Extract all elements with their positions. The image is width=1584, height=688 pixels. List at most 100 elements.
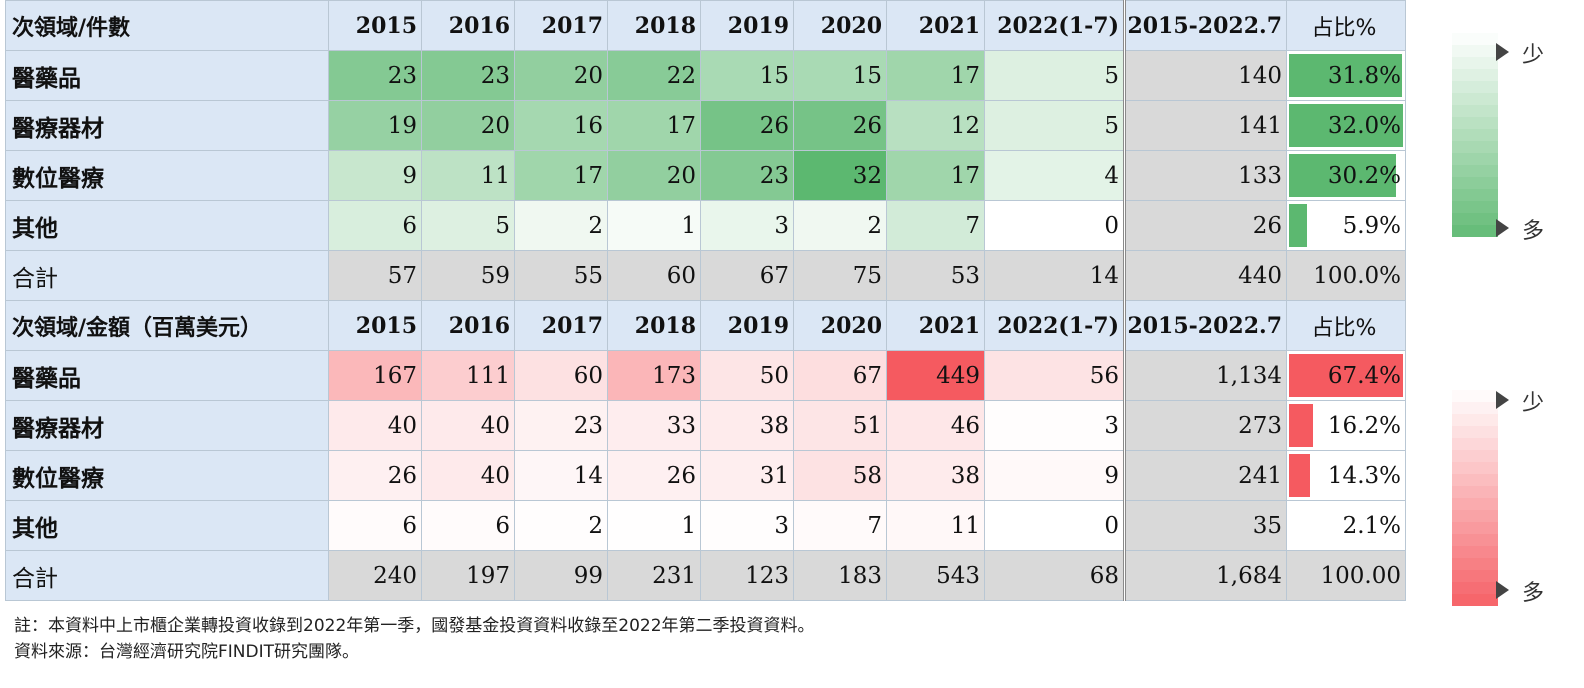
scale-step (1452, 189, 1498, 201)
sum-cell: 231 (607, 550, 701, 601)
value-cell: 40 (421, 450, 515, 501)
notes: 註：本資料中上市櫃企業轉投資收錄到2022年第一季，國發基金投資資料收錄至202… (14, 613, 815, 665)
percent-cell: 32.0% (1286, 100, 1406, 151)
sum-cell: 55 (514, 250, 608, 301)
scale-step (1452, 522, 1498, 534)
column-header: 2019 (700, 300, 794, 351)
column-header: 2018 (607, 0, 701, 51)
percent-label: 2.1% (1342, 512, 1401, 539)
value-cell: 31 (700, 450, 794, 501)
column-header: 2016 (421, 0, 515, 51)
scale-step (1452, 81, 1498, 93)
scale-step (1452, 165, 1498, 177)
percent-cell: 2.1% (1286, 500, 1406, 551)
sum-cell: 197 (421, 550, 515, 601)
percent-cell: 30.2% (1286, 150, 1406, 201)
sum-row: 合計 240 197 99 231 123 183 543 68 1,684 100.00 (5, 550, 1406, 601)
percent-label: 31.8% (1327, 62, 1401, 89)
scale-step (1452, 93, 1498, 105)
value-cell: 2 (793, 200, 887, 251)
row-label: 其他 (5, 200, 329, 251)
scale-step (1452, 153, 1498, 165)
scale-step (1452, 582, 1498, 594)
value-cell: 15 (793, 50, 887, 101)
scale-step (1452, 510, 1498, 522)
value-cell: 26 (607, 450, 701, 501)
value-cell: 56 (984, 350, 1125, 401)
percent-bar (1289, 54, 1403, 97)
value-cell: 0 (984, 500, 1125, 551)
value-cell: 7 (793, 500, 887, 551)
column-header: 2016 (421, 300, 515, 351)
sum-percent-cell: 100.00 (1286, 550, 1406, 601)
scale-step (1452, 594, 1498, 606)
total-cell: 35 (1123, 500, 1287, 551)
column-header: 2015-2022.7 (1123, 0, 1287, 51)
value-cell: 11 (421, 150, 515, 201)
table-row: 數位醫療 26 40 14 26 31 58 38 9 241 14.3% (5, 450, 1406, 501)
sum-cell: 59 (421, 250, 515, 301)
scale-step (1452, 33, 1498, 45)
column-header: 2022(1-7) (984, 0, 1125, 51)
color-scale-legend (1452, 390, 1498, 606)
row-label: 醫療器材 (5, 100, 329, 151)
arrow-icon (1496, 43, 1509, 61)
scale-step (1452, 426, 1498, 438)
total-cell: 1,134 (1123, 350, 1287, 401)
table-row: 醫藥品 23 23 20 22 15 15 17 5 140 31.8% (5, 50, 1406, 101)
value-cell: 38 (700, 400, 794, 451)
scale-step (1452, 129, 1498, 141)
total-cell: 141 (1123, 100, 1287, 151)
value-cell: 1 (607, 200, 701, 251)
percent-bar (1289, 154, 1397, 197)
value-cell: 67 (793, 350, 887, 401)
percent-bar (1289, 404, 1314, 447)
value-cell: 167 (328, 350, 422, 401)
value-cell: 22 (607, 50, 701, 101)
percent-cell: 16.2% (1286, 400, 1406, 451)
table-body: 次領域/件數 2015 2016 2017 2018 2019 2020 2021 2022(1… (5, 0, 1406, 601)
row-label: 數位醫療 (5, 450, 329, 501)
column-header: 2020 (793, 0, 887, 51)
percent-cell: 67.4% (1286, 350, 1406, 401)
sum-cell: 183 (793, 550, 887, 601)
value-cell: 33 (607, 400, 701, 451)
sum-row: 合計 57 59 55 60 67 75 53 14 440 100.0% (5, 250, 1406, 301)
total-cell: 133 (1123, 150, 1287, 201)
value-cell: 20 (514, 50, 608, 101)
percent-label: 30.2% (1327, 162, 1401, 189)
value-cell: 9 (328, 150, 422, 201)
scale-step (1452, 141, 1498, 153)
arrow-icon (1496, 219, 1509, 237)
table-row: 其他 6 6 2 1 3 7 11 0 35 2.1% (5, 500, 1406, 551)
sum-cell: 240 (328, 550, 422, 601)
value-cell: 2 (514, 500, 608, 551)
scale-step (1452, 402, 1498, 414)
row-label: 醫療器材 (5, 400, 329, 451)
column-header: 2022(1-7) (984, 300, 1125, 351)
table-row: 醫療器材 19 20 16 17 26 26 12 5 141 32.0% (5, 100, 1406, 151)
scale-step (1452, 498, 1498, 510)
percent-label: 14.3% (1327, 462, 1401, 489)
table-row: 醫療器材 40 40 23 33 38 51 46 3 273 16.2% (5, 400, 1406, 451)
total-cell: 140 (1123, 50, 1287, 101)
arrow-icon (1496, 581, 1509, 599)
column-header: 2018 (607, 300, 701, 351)
value-cell: 4 (984, 150, 1125, 201)
sum-cell: 99 (514, 550, 608, 601)
value-cell: 40 (328, 400, 422, 451)
value-cell: 58 (793, 450, 887, 501)
scale-step (1452, 105, 1498, 117)
table-header-row: 次領域/件數 2015 2016 2017 2018 2019 2020 2021 2022(1… (5, 0, 1406, 51)
sum-cell: 75 (793, 250, 887, 301)
scale-step (1452, 474, 1498, 486)
value-cell: 6 (328, 200, 422, 251)
scale-step (1452, 57, 1498, 69)
scale-step (1452, 546, 1498, 558)
row-label: 數位醫療 (5, 150, 329, 201)
value-cell: 20 (421, 100, 515, 151)
scale-step (1452, 438, 1498, 450)
percent-label: 32.0% (1327, 112, 1401, 139)
total-cell: 26 (1123, 200, 1287, 251)
table-row: 數位醫療 9 11 17 20 23 32 17 4 133 30.2% (5, 150, 1406, 201)
